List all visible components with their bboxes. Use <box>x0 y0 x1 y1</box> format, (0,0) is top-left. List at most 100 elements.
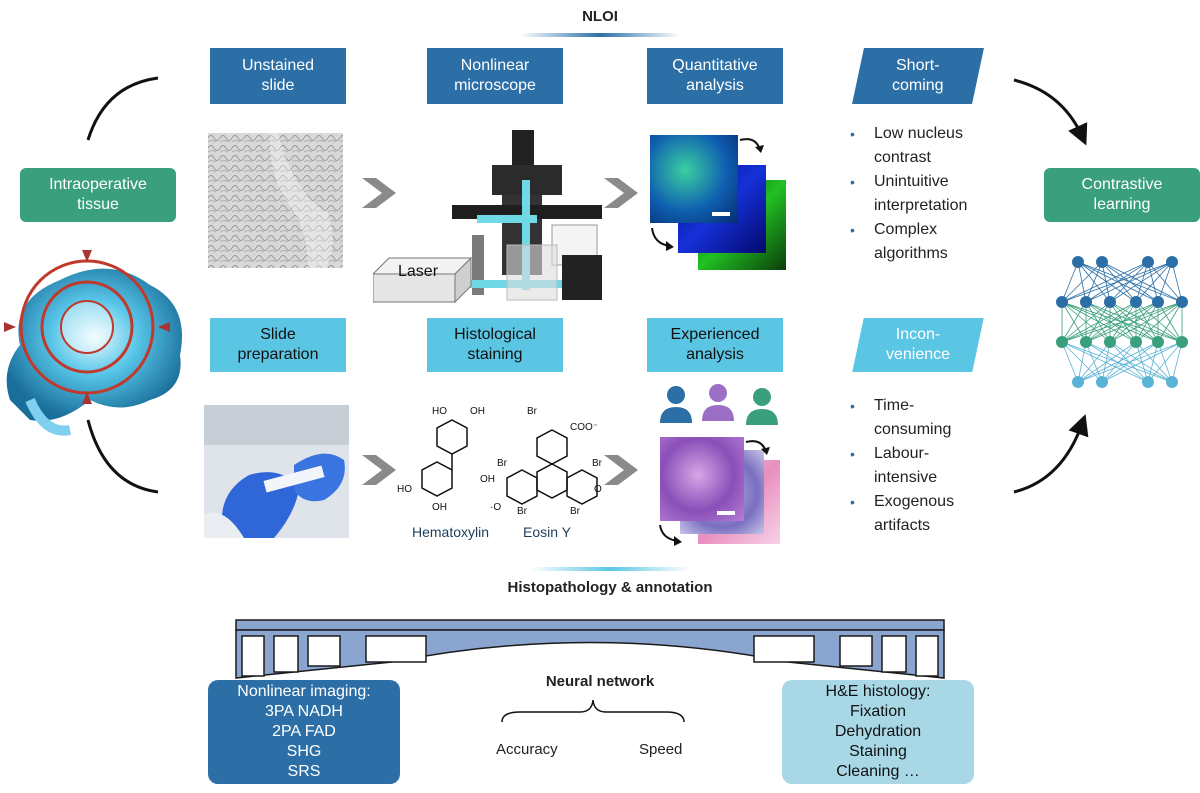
hematoxylin-label: Hematoxylin <box>412 524 490 540</box>
nn-edge <box>1061 341 1149 383</box>
nn-edge <box>1101 261 1137 303</box>
list-item: Dehydration <box>834 723 922 740</box>
histological-staining-box: Histological staining <box>427 318 563 372</box>
nn-edge <box>1085 301 1111 343</box>
chevron-arrow-icon <box>604 455 638 485</box>
nn-edge <box>1061 301 1159 343</box>
nn-edge <box>1061 341 1079 383</box>
accuracy-label: Accuracy <box>496 741 558 758</box>
brain-illustration <box>4 250 182 436</box>
nn-edge <box>1135 301 1159 343</box>
nn-edge <box>1135 301 1183 343</box>
bridge-illustration <box>235 619 945 679</box>
list-item: 2PA FAD <box>272 723 336 740</box>
neural-network-graphic <box>1056 256 1188 388</box>
neural-network-title: Neural network <box>545 673 655 690</box>
nn-edge <box>1157 261 1173 303</box>
nn-edge <box>1077 261 1137 303</box>
nn-edge <box>1135 341 1173 383</box>
nn-edge <box>1135 261 1149 303</box>
svg-text:HO: HO <box>432 406 447 417</box>
histo-overline <box>530 567 690 571</box>
chemical-structures: HO OH HO OH OH Br Br Br ·O Br Br O COO⁻ <box>397 406 603 517</box>
nn-edge <box>1135 261 1173 303</box>
contrastive-learning-box: Contrastive learning <box>1044 168 1200 222</box>
curved-arrow-icon <box>739 138 764 153</box>
nn-node <box>1152 336 1164 348</box>
list-item: SRS <box>287 763 321 780</box>
arc-bottom-left <box>86 419 159 494</box>
nn-node <box>1080 336 1092 348</box>
svg-text:Br: Br <box>570 506 581 517</box>
nn-node <box>1142 376 1154 388</box>
nn-edge <box>1077 341 1111 383</box>
nn-node <box>1056 296 1068 308</box>
nn-edge <box>1101 341 1137 383</box>
list-item: Cleaning … <box>836 763 920 780</box>
list-item: Unintuitive interpretation <box>846 170 1006 218</box>
he-image-front <box>660 437 744 521</box>
nn-edge <box>1061 261 1079 303</box>
nn-edge <box>1085 341 1149 383</box>
svg-text:HO: HO <box>397 484 412 495</box>
nn-node <box>1072 376 1084 388</box>
nonlinear-imaging-title: Nonlinear imaging: <box>237 683 371 700</box>
nn-edge <box>1171 341 1183 383</box>
nn-edge <box>1147 341 1159 383</box>
list-item: Exogenous artifacts <box>846 490 1006 538</box>
shortcoming-list: Low nucleus contrast Unintuitive interpr… <box>846 122 1006 266</box>
list-item: Time- consuming <box>846 394 1006 442</box>
inconvenience-list: Time- consuming Labour- intensive Exogen… <box>846 394 1006 538</box>
list-item: Fixation <box>849 703 907 720</box>
nn-edge <box>1101 261 1159 303</box>
scale-bar <box>717 511 735 515</box>
histo-title: Histopathology & annotation <box>507 579 713 596</box>
nn-edge <box>1061 261 1149 303</box>
svg-text:Br: Br <box>592 458 603 469</box>
arc-bottom-right <box>1013 414 1089 494</box>
list-item: SHG <box>286 743 322 760</box>
unstained-slide-box: Unstained slide <box>210 48 346 104</box>
quantitative-analysis-box: Quantitative analysis <box>647 48 783 104</box>
list-item: Staining <box>849 743 907 760</box>
curved-arrow-icon <box>745 440 770 455</box>
nn-node <box>1176 336 1188 348</box>
slide-preparation-photo <box>204 405 349 538</box>
nn-edge <box>1061 261 1103 303</box>
eosin-label: Eosin Y <box>523 524 571 540</box>
nn-node <box>1176 296 1188 308</box>
svg-text:Br: Br <box>497 458 508 469</box>
nn-edge <box>1109 341 1173 383</box>
svg-text:OH: OH <box>470 406 485 417</box>
unstained-slide-image <box>208 133 343 268</box>
nn-edge <box>1147 341 1183 383</box>
nn-node <box>1104 296 1116 308</box>
nn-edge <box>1147 261 1159 303</box>
he-histology-title: H&E histology: <box>825 683 931 700</box>
nn-edge <box>1085 261 1103 303</box>
nn-edge <box>1101 341 1183 383</box>
slide-preparation-box: Slide preparation <box>210 318 346 372</box>
nn-node <box>1072 256 1084 268</box>
microscope-illustration <box>452 130 602 301</box>
he-histology-box: H&E histology: Fixation Dehydration Stai… <box>782 680 974 784</box>
nn-edge <box>1157 301 1183 343</box>
svg-text:Br: Br <box>517 506 528 517</box>
list-item: 3PA NADH <box>265 703 343 720</box>
arc-top-right <box>1013 78 1088 146</box>
chevron-arrow-icon <box>362 178 396 208</box>
nn-node <box>1130 296 1142 308</box>
nn-edge <box>1077 341 1159 383</box>
nn-edge <box>1101 341 1111 383</box>
list-item: Complex algorithms <box>846 218 1006 266</box>
nn-node <box>1142 256 1154 268</box>
experienced-analysis-box: Experienced analysis <box>647 318 783 372</box>
nn-node <box>1096 256 1108 268</box>
nn-node <box>1104 336 1116 348</box>
nn-edge <box>1077 341 1087 383</box>
nloi-title: NLOI <box>582 8 618 25</box>
curly-brace-icon <box>501 699 685 723</box>
nn-edge <box>1085 301 1183 343</box>
nloi-underline <box>520 33 680 37</box>
list-item: Low nucleus contrast <box>846 122 1006 170</box>
